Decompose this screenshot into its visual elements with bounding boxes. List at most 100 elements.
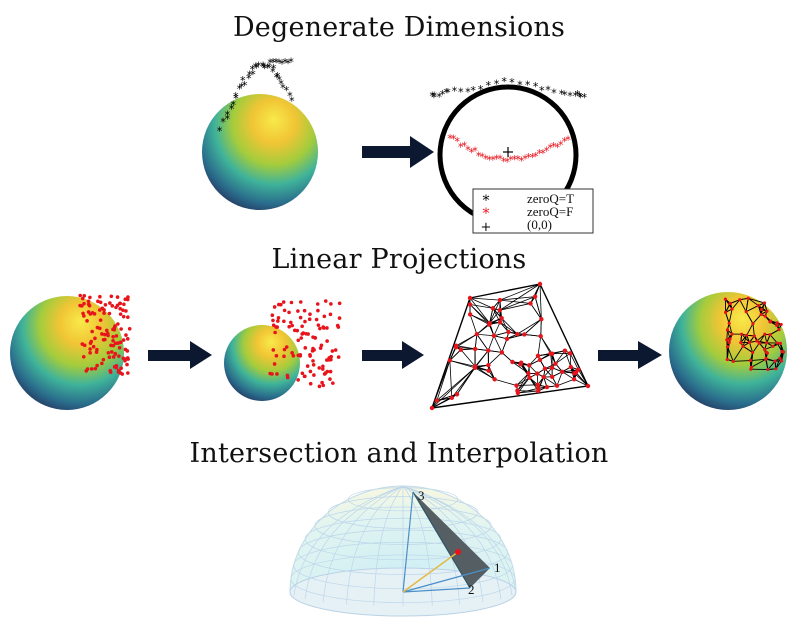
cap-point bbox=[765, 351, 769, 355]
sphere-1-point bbox=[101, 337, 106, 342]
sphere-1-point bbox=[119, 327, 123, 331]
section-title-linear: Linear Projections bbox=[271, 244, 527, 275]
cap-edge bbox=[732, 346, 744, 362]
mesh-edge bbox=[556, 371, 563, 386]
sphere-2-point bbox=[301, 331, 306, 335]
dome-meridian bbox=[293, 485, 404, 596]
cap-edge bbox=[725, 312, 730, 324]
sphere-1-point bbox=[100, 306, 105, 311]
degenerate-star: * bbox=[256, 60, 262, 73]
sphere-2-point bbox=[282, 354, 286, 359]
degenerate-star: * bbox=[237, 83, 243, 96]
sphere-1-point bbox=[114, 365, 119, 370]
sphere-2-point bbox=[271, 318, 275, 323]
sphere-2-point bbox=[316, 323, 321, 327]
projected-red-star: * bbox=[558, 139, 564, 152]
mesh-point bbox=[537, 357, 543, 363]
mesh-point bbox=[554, 383, 560, 388]
sphere-1-point bbox=[126, 371, 130, 375]
mesh-edge bbox=[543, 376, 558, 387]
cap-point bbox=[768, 333, 772, 337]
sphere-2-point bbox=[308, 312, 312, 317]
projected-black-star: * bbox=[436, 91, 442, 104]
projected-red-star: * bbox=[565, 134, 571, 147]
projected-red-star: * bbox=[472, 145, 478, 158]
mesh-edge bbox=[474, 366, 495, 380]
projected-red-star: * bbox=[490, 154, 496, 167]
cap-point bbox=[730, 307, 734, 311]
projected-black-star: * bbox=[533, 81, 539, 94]
mesh-point bbox=[510, 359, 515, 365]
mesh-point bbox=[571, 377, 577, 382]
degenerate-star: * bbox=[275, 70, 281, 83]
sphere-2-point bbox=[300, 371, 305, 376]
cap-point bbox=[751, 321, 755, 326]
cap-point bbox=[775, 341, 779, 345]
projected-red-points: ********************************** bbox=[447, 133, 571, 170]
mesh-point bbox=[458, 347, 464, 352]
mesh-edge bbox=[456, 345, 476, 350]
sphere-1-point bbox=[118, 301, 123, 306]
mesh-edge bbox=[539, 283, 542, 320]
mesh-edge bbox=[499, 283, 541, 311]
mesh-edge bbox=[499, 321, 518, 335]
cap-point bbox=[755, 339, 759, 343]
cap-point bbox=[759, 312, 763, 316]
mesh-edge bbox=[499, 283, 541, 301]
mesh-edge bbox=[469, 297, 494, 309]
sphere-2-point bbox=[317, 384, 322, 389]
sphere-1-point bbox=[85, 319, 89, 323]
sphere-1-point bbox=[121, 356, 126, 361]
sphere-1-point bbox=[103, 302, 108, 307]
mesh-edge bbox=[555, 352, 571, 364]
sphere-1-point bbox=[93, 336, 97, 341]
projected-black-star: * bbox=[577, 90, 583, 103]
projected-black-star: * bbox=[578, 92, 584, 105]
mesh-edge bbox=[449, 360, 453, 398]
cap-point bbox=[730, 332, 734, 336]
sphere-2-point bbox=[290, 351, 294, 355]
mesh-edge bbox=[475, 348, 489, 351]
sphere-1-point bbox=[98, 318, 103, 322]
degenerate-star: * bbox=[274, 71, 280, 84]
sphere-1-point bbox=[78, 303, 82, 308]
mesh-edge bbox=[487, 335, 495, 351]
sphere-1-point bbox=[107, 311, 112, 316]
mesh-edge bbox=[488, 350, 502, 353]
mesh-edge bbox=[489, 309, 501, 324]
sphere-2-point bbox=[302, 374, 307, 379]
cap-point bbox=[739, 341, 743, 345]
cap-edge bbox=[767, 360, 776, 370]
mesh-point bbox=[537, 281, 543, 287]
degenerate-star: * bbox=[229, 103, 235, 116]
cap-point bbox=[747, 340, 752, 345]
sphere-1-point bbox=[107, 355, 112, 359]
mesh-edge bbox=[540, 335, 553, 354]
arrow-linear-1 bbox=[148, 341, 212, 369]
mesh-point bbox=[504, 336, 510, 341]
sphere-1-point bbox=[108, 301, 112, 305]
cap-point bbox=[774, 367, 778, 371]
mesh-point bbox=[449, 395, 455, 400]
cap-point bbox=[778, 341, 783, 345]
mesh-edge bbox=[460, 349, 476, 367]
cap-edge bbox=[749, 342, 754, 353]
sphere-2-point bbox=[303, 319, 307, 324]
sphere-1-point bbox=[115, 295, 120, 299]
projected-red-star: * bbox=[504, 156, 510, 169]
degenerate-star: * bbox=[217, 125, 223, 138]
sphere-1-point bbox=[124, 309, 128, 313]
mesh-edge bbox=[540, 319, 542, 337]
degenerate-star: * bbox=[270, 57, 276, 70]
sphere-1-point bbox=[80, 296, 85, 301]
mesh-point bbox=[522, 332, 527, 337]
cap-edge bbox=[731, 299, 741, 310]
projected-black-star: * bbox=[562, 89, 568, 102]
mesh-edge bbox=[501, 338, 508, 353]
sphere-1-point bbox=[93, 366, 98, 371]
degenerate-star: * bbox=[289, 95, 295, 108]
cap-point bbox=[765, 341, 769, 345]
sphere-1-point bbox=[109, 343, 113, 348]
mesh-edge bbox=[506, 334, 525, 340]
cap-point bbox=[725, 357, 729, 362]
